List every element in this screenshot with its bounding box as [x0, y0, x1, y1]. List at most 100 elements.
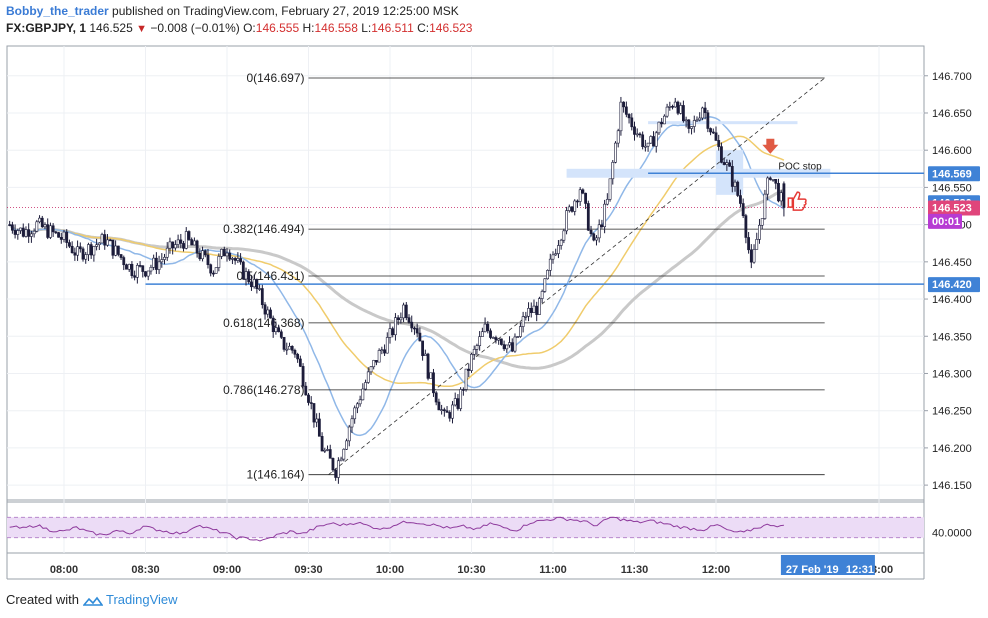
candle-body: [456, 398, 460, 409]
candle-body: [87, 244, 90, 255]
candle: [638, 132, 642, 138]
candle-body: [54, 231, 58, 234]
candle: [611, 160, 615, 185]
candle-body: [377, 350, 381, 363]
candle-body: [97, 242, 101, 245]
candle: [671, 104, 674, 110]
candle: [741, 198, 745, 218]
candle: [195, 239, 199, 258]
candle: [385, 332, 389, 354]
candle: [448, 410, 452, 422]
candle-body: [486, 323, 490, 332]
candle: [304, 381, 308, 396]
candle-body: [331, 458, 335, 471]
candle-body: [402, 304, 405, 319]
candle-body: [448, 412, 452, 419]
candle-body: [336, 460, 340, 478]
candle: [489, 328, 492, 340]
candle-body: [728, 162, 731, 167]
candle-body: [190, 239, 194, 246]
candle-body: [624, 106, 628, 115]
candle: [375, 360, 378, 366]
candle: [214, 267, 218, 274]
ohlc-legend: FX:GBPJPY, 1 146.525 ▼ −0.008 (−0.01%) O…: [6, 21, 472, 35]
candle: [627, 113, 631, 124]
candle-body: [100, 234, 104, 244]
candle: [717, 134, 721, 151]
price-tick-label: 146.650: [932, 108, 972, 120]
candle-body: [442, 409, 446, 412]
candle-body: [692, 120, 696, 127]
candle-body: [304, 385, 308, 396]
candle: [472, 345, 476, 360]
candle: [171, 241, 175, 255]
candle-body: [437, 401, 441, 411]
time-axis[interactable]: 08:00 08:30 09:00 09:30 10:00 10:30 11:00 11:30…: [50, 564, 893, 576]
time-tick-label: 09:00: [213, 564, 241, 576]
candle: [231, 256, 234, 265]
candle-body: [690, 126, 693, 129]
candle-body: [255, 279, 259, 290]
candle-body: [657, 121, 661, 134]
candle: [138, 261, 142, 268]
candle-body: [43, 224, 47, 228]
fibonacci-tool[interactable]: 0(146.697)0.382(146.494)0.5(146.431)0.61…: [223, 71, 825, 482]
tradingview-link[interactable]: TradingView: [106, 592, 178, 607]
candle-body: [701, 107, 704, 119]
candle: [461, 387, 465, 396]
candle: [603, 199, 607, 234]
candle-body: [592, 233, 596, 241]
candle: [706, 109, 710, 133]
candle: [290, 345, 294, 354]
rsi-tick-label: 40.0000: [932, 528, 972, 540]
candle-body: [722, 162, 726, 165]
candle: [179, 233, 183, 249]
candle: [176, 234, 180, 248]
candle: [518, 322, 522, 338]
candle-body: [554, 253, 558, 256]
candle-body: [497, 338, 501, 341]
candle: [502, 340, 506, 352]
candle: [269, 307, 272, 319]
candle-body: [725, 162, 729, 165]
candle: [499, 338, 503, 346]
candle-body: [581, 189, 585, 194]
candle: [160, 253, 164, 268]
candle-body: [434, 392, 438, 403]
candle: [605, 193, 609, 206]
candle: [546, 269, 549, 280]
candle-body: [540, 291, 544, 299]
candle: [250, 275, 253, 291]
candle: [665, 103, 669, 118]
candle: [125, 263, 128, 270]
candle-body: [236, 258, 240, 261]
candle-body: [399, 317, 403, 321]
candle: [111, 239, 115, 259]
candle-body: [741, 203, 745, 216]
candle: [679, 102, 683, 115]
candle-body: [480, 331, 484, 337]
candle: [13, 224, 17, 239]
candle: [285, 342, 289, 355]
candle: [163, 253, 166, 265]
candle: [413, 326, 416, 335]
candle-body: [703, 107, 707, 114]
author-link[interactable]: Bobby_the_trader: [6, 4, 109, 18]
candle-body: [782, 183, 786, 208]
candle-body: [603, 203, 607, 228]
candle-body: [584, 192, 588, 204]
candle-body: [505, 344, 509, 350]
candle: [27, 223, 31, 243]
candle-body: [622, 101, 626, 108]
candle: [122, 255, 126, 271]
candle-body: [13, 230, 17, 235]
candle-body: [312, 403, 316, 423]
candle: [766, 176, 770, 201]
candle-body: [68, 242, 71, 247]
candle: [483, 317, 487, 333]
candle: [684, 116, 688, 128]
candle-body: [195, 240, 199, 254]
candle-body: [597, 224, 601, 239]
supply-zone: [648, 121, 798, 125]
